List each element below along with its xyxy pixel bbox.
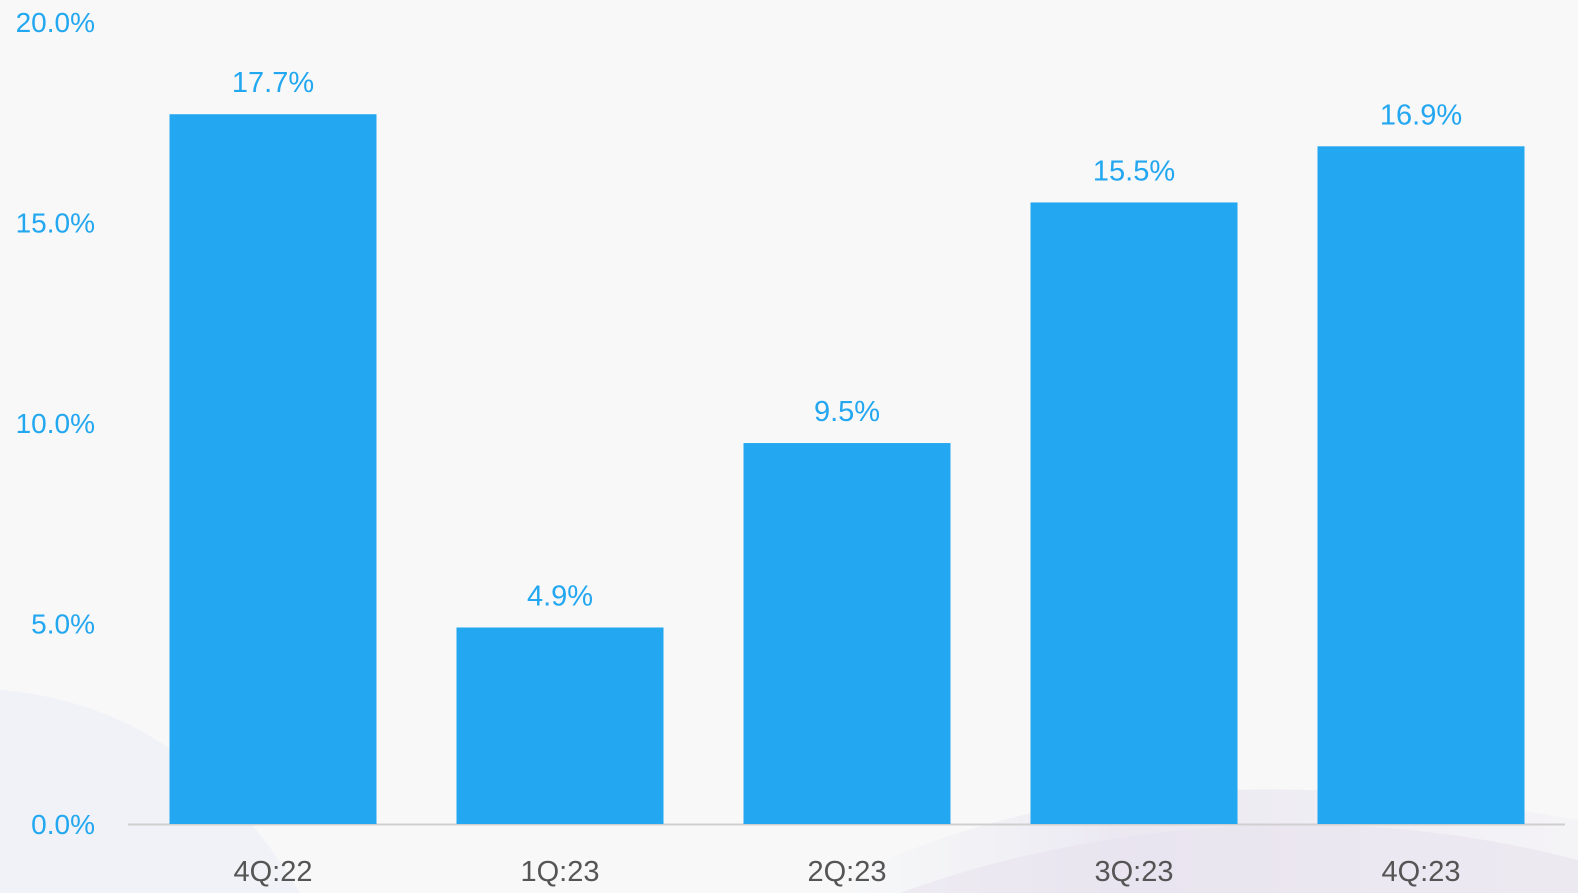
y-tick-label: 5.0% bbox=[31, 609, 95, 640]
y-tick-label: 10.0% bbox=[16, 408, 95, 439]
bar-2q-23 bbox=[743, 443, 951, 824]
bar-4q-23 bbox=[1317, 146, 1525, 824]
bar-1q-23 bbox=[456, 627, 664, 824]
y-tick-label: 15.0% bbox=[16, 208, 95, 239]
data-label: 17.7% bbox=[232, 67, 314, 99]
bar-3q-23 bbox=[1030, 202, 1238, 824]
x-tick-label: 4Q:23 bbox=[1382, 856, 1461, 888]
x-tick-label: 1Q:23 bbox=[521, 856, 600, 888]
data-label: 9.5% bbox=[814, 396, 880, 428]
y-tick-label: 0.0% bbox=[31, 809, 95, 840]
bar-series bbox=[169, 114, 1525, 825]
data-label: 4.9% bbox=[527, 581, 593, 613]
x-axis: 4Q:22 1Q:23 2Q:23 3Q:23 4Q:23 bbox=[234, 856, 1461, 888]
bar-4q-22 bbox=[169, 114, 377, 825]
x-tick-label: 2Q:23 bbox=[808, 856, 887, 888]
data-label: 15.5% bbox=[1093, 155, 1175, 187]
data-labels: 17.7% 4.9% 9.5% 15.5% 16.9% bbox=[232, 67, 1462, 612]
y-axis: 0.0% 5.0% 10.0% 15.0% 20.0% bbox=[16, 7, 95, 840]
y-tick-label: 20.0% bbox=[16, 7, 95, 38]
x-tick-label: 4Q:22 bbox=[234, 856, 313, 888]
data-label: 16.9% bbox=[1380, 99, 1462, 131]
x-tick-label: 3Q:23 bbox=[1095, 856, 1174, 888]
